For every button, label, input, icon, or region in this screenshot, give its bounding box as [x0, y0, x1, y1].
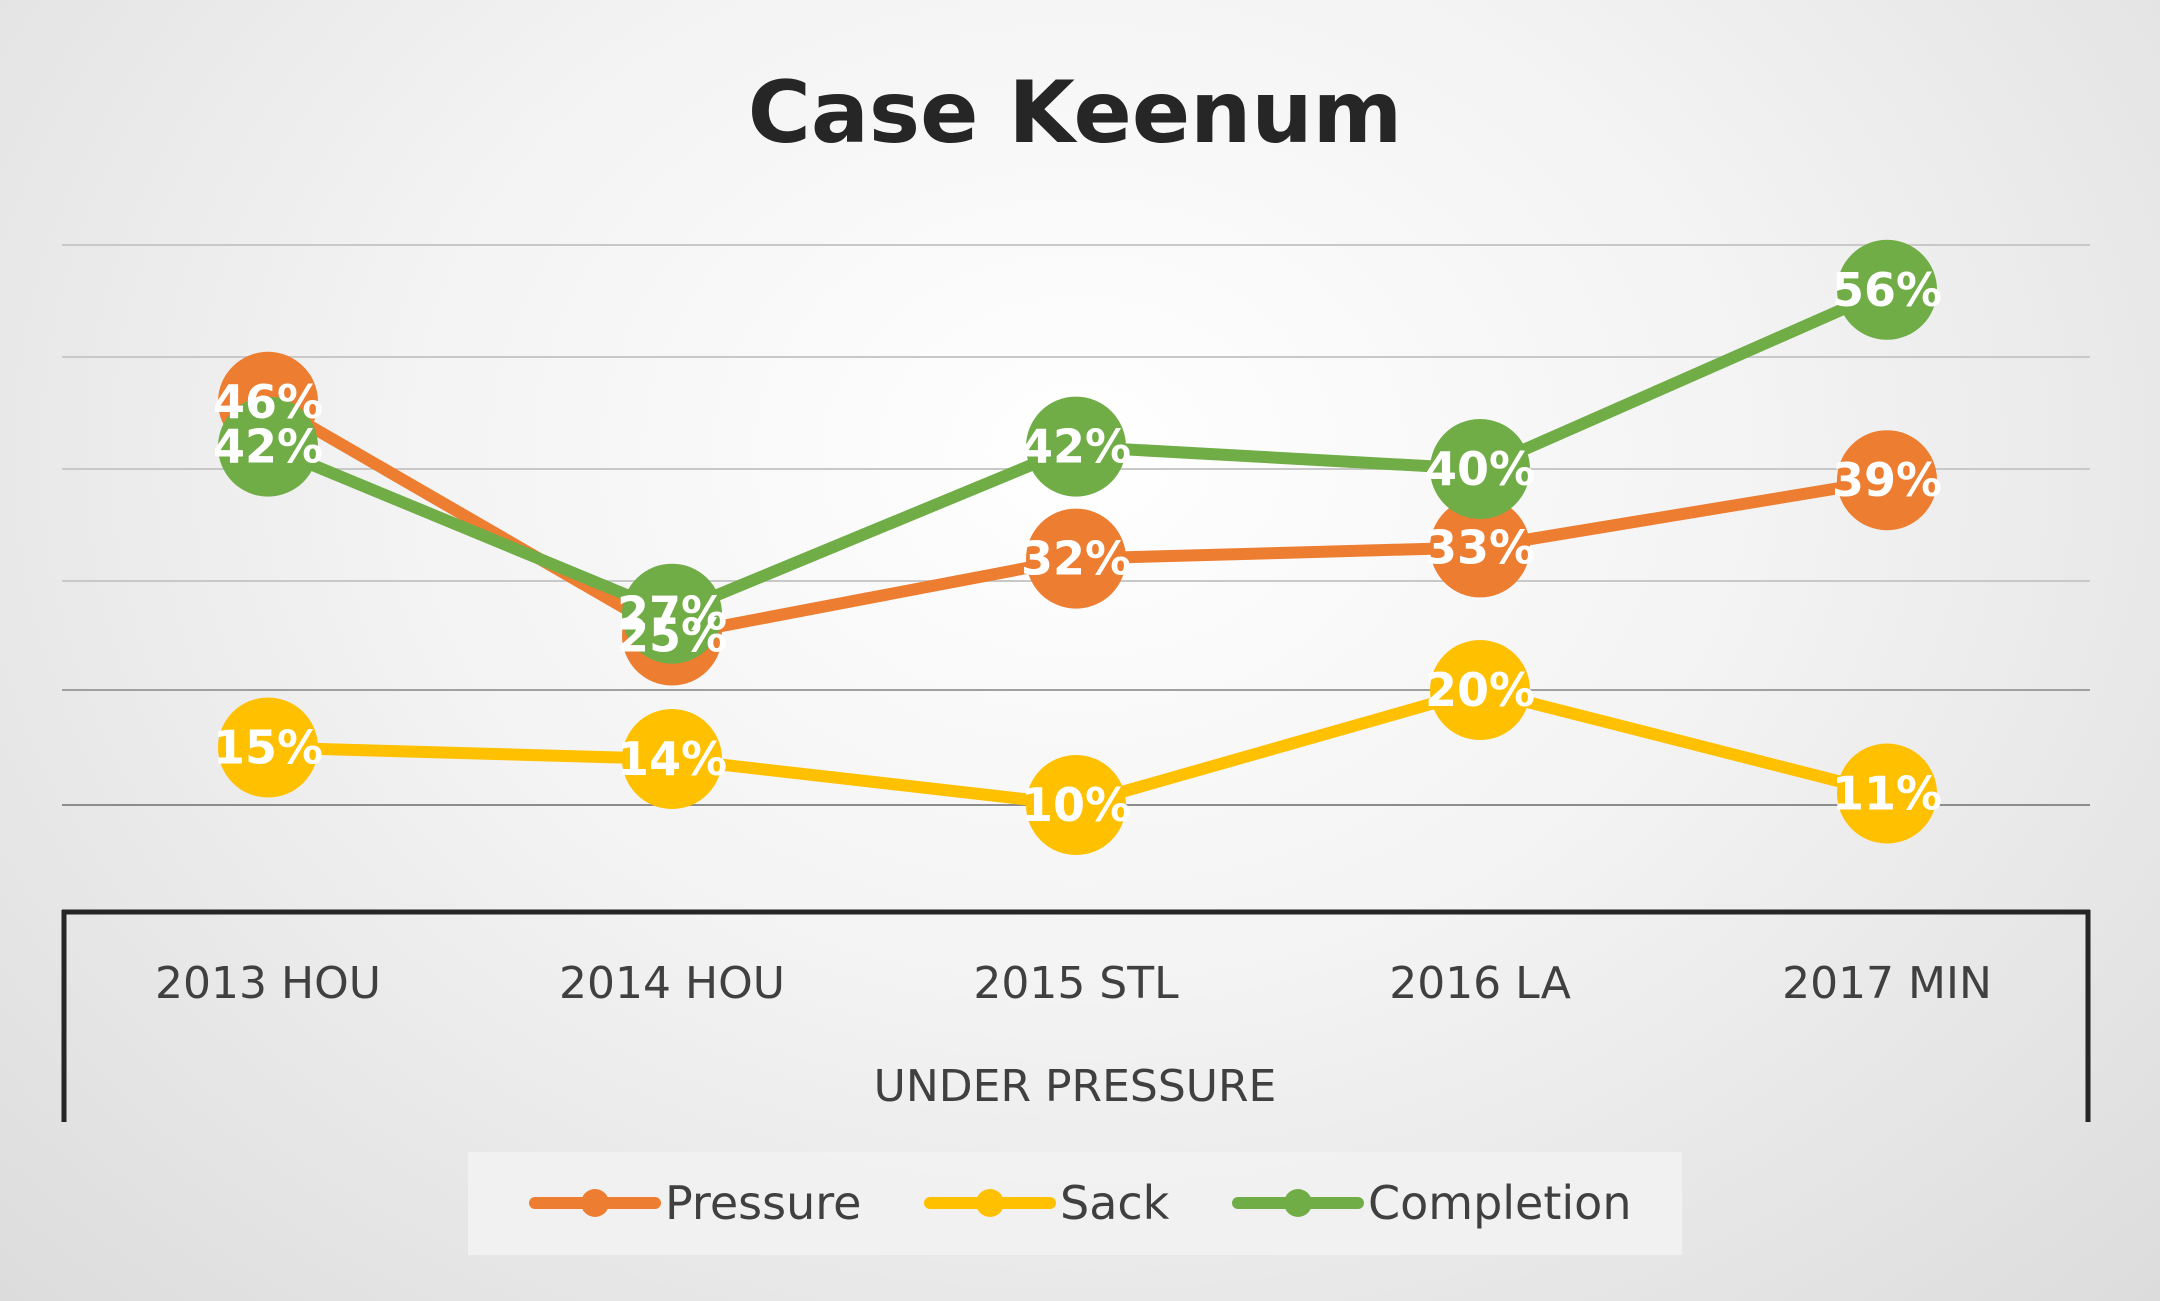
legend-marker-completion	[1284, 1189, 1312, 1217]
category-label: 2014 HOU	[559, 958, 785, 1009]
category-axis-box	[61, 909, 2091, 1122]
data-point-pressure	[1026, 508, 1126, 609]
data-label-pressure: 32%	[1021, 532, 1131, 586]
data-point-pressure	[1837, 430, 1937, 531]
data-label-pressure: 25%	[617, 609, 727, 663]
x-axis-title: UNDER PRESSURE	[874, 1061, 1277, 1112]
data-point-sack	[1430, 640, 1530, 740]
data-label-completion: 42%	[1021, 420, 1131, 474]
series-markers: 46% 25% 32% 33% 39% 42% 27% 42% 40% 56% 15% 14% 10% 2…	[213, 239, 1942, 855]
data-label-sack: 15%	[213, 721, 323, 775]
category-label: 2016 LA	[1389, 958, 1571, 1009]
data-label-sack: 11%	[1832, 767, 1942, 821]
legend-marker-pressure	[581, 1189, 609, 1217]
data-label-completion: 40%	[1425, 442, 1535, 496]
category-label: 2017 MIN	[1782, 958, 1992, 1009]
data-point-completion	[218, 396, 318, 497]
legend-box	[468, 1152, 1682, 1255]
legend-label-completion: Completion	[1368, 1176, 1631, 1230]
legend-label-sack: Sack	[1060, 1176, 1170, 1230]
data-label-sack: 14%	[617, 732, 727, 786]
data-point-sack	[1026, 755, 1126, 855]
data-point-completion	[1837, 239, 1937, 340]
data-label-pressure: 39%	[1832, 453, 1942, 507]
chart-title: Case Keenum	[748, 63, 1402, 163]
legend-marker-sack	[976, 1189, 1004, 1217]
category-label: 2013 HOU	[155, 958, 381, 1009]
data-point-completion	[622, 563, 722, 664]
data-point-completion	[1430, 419, 1530, 519]
category-labels: 2013 HOU 2014 HOU 2015 STL 2016 LA 2017 MIN	[155, 958, 1992, 1009]
data-point-sack	[622, 709, 722, 809]
data-label-pressure: 33%	[1425, 520, 1535, 574]
data-label-pressure: 46%	[213, 375, 323, 429]
data-label-completion: 42%	[213, 420, 323, 474]
data-point-completion	[1026, 396, 1126, 497]
legend: Pressure Sack Completion	[468, 1152, 1682, 1255]
data-label-completion: 56%	[1832, 263, 1942, 317]
data-point-pressure	[1430, 497, 1530, 598]
data-label-completion: 27%	[617, 587, 727, 641]
data-label-sack: 20%	[1425, 663, 1535, 717]
legend-label-pressure: Pressure	[665, 1176, 861, 1230]
data-point-sack	[218, 697, 318, 798]
data-point-sack	[1837, 743, 1937, 844]
category-label: 2015 STL	[973, 958, 1179, 1009]
data-label-sack: 10%	[1021, 778, 1131, 832]
